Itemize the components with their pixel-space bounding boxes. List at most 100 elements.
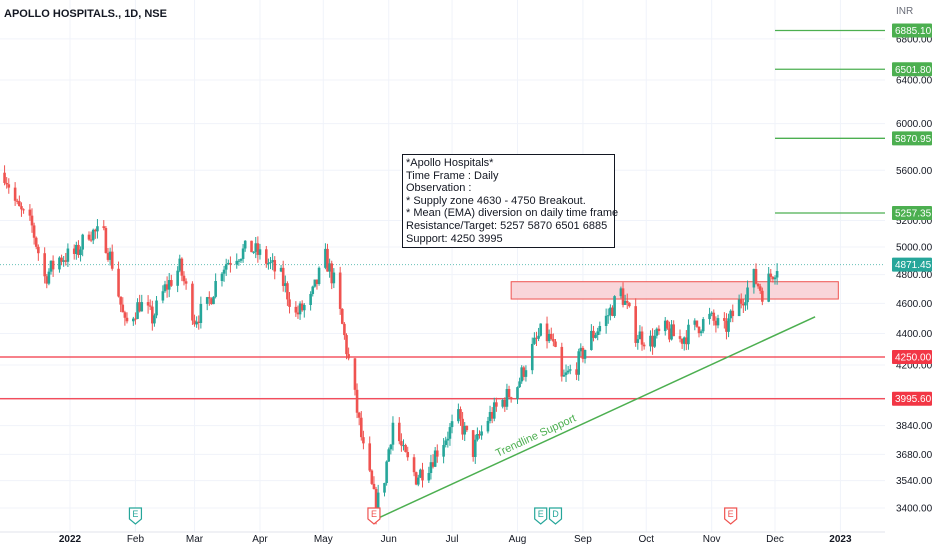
- candle-body: [522, 367, 526, 377]
- candle-body: [530, 343, 534, 371]
- target-tag-bg: [892, 23, 932, 38]
- event-badge: [534, 507, 548, 525]
- x-tick-label: Nov: [703, 534, 721, 545]
- target-tag: 6885.10: [895, 26, 932, 37]
- candle-body: [79, 249, 82, 256]
- candle-body: [227, 262, 230, 265]
- candle-body: [193, 320, 196, 325]
- candle-body: [184, 281, 188, 284]
- candle-body: [604, 315, 608, 326]
- candle-body: [693, 320, 697, 325]
- candle-body: [461, 418, 464, 435]
- chart-title: APOLLO HOSPITALS., 1D, NSE: [4, 8, 167, 20]
- support-tag: 4250.00: [895, 352, 932, 363]
- candle-body: [121, 304, 125, 313]
- support-tag-bg: [892, 349, 932, 364]
- time-axis[interactable]: 2022 Feb Mar Apr May Jun Jul Aug Sep Oct Nov Dec 202…: [0, 531, 885, 545]
- candle-body: [132, 318, 135, 322]
- x-tick-label: Oct: [638, 534, 654, 545]
- candle-body: [442, 444, 445, 457]
- candle-body: [338, 272, 342, 309]
- note-line: Time Frame : Daily: [406, 169, 499, 182]
- candle-body: [237, 260, 241, 262]
- y-tick-label: 6400.00: [896, 75, 932, 86]
- event-marker[interactable]: E: [128, 507, 143, 525]
- candle-body: [104, 228, 108, 253]
- candle-body: [446, 438, 450, 441]
- candle-body: [167, 280, 171, 290]
- event-marker[interactable]: E: [367, 507, 381, 525]
- candle-body: [3, 172, 6, 183]
- candle-body: [372, 483, 376, 490]
- candle-body: [416, 477, 420, 485]
- candle-body: [309, 293, 312, 305]
- candle-body: [273, 260, 277, 272]
- candle-body: [178, 258, 182, 271]
- support-tag: 3995.60: [895, 394, 932, 405]
- note-line: Observation :: [406, 182, 472, 195]
- candle-body: [640, 331, 644, 345]
- x-tick-label: Mar: [186, 534, 204, 545]
- candle-body: [370, 470, 374, 484]
- candle-body: [281, 267, 285, 286]
- candle-body: [324, 248, 327, 268]
- candle-body: [302, 304, 306, 311]
- y-tick-label: 3540.00: [896, 476, 932, 487]
- candle-body: [687, 324, 690, 345]
- candle-body: [642, 344, 646, 347]
- candle-body: [653, 335, 656, 347]
- target-tag: 6501.80: [895, 65, 932, 76]
- candle-body: [737, 299, 741, 317]
- candle-body: [45, 276, 49, 284]
- candle-body: [406, 451, 410, 458]
- candle-body: [699, 331, 703, 334]
- candle-body: [490, 412, 494, 419]
- target-tag: 5870.95: [895, 134, 932, 145]
- candle-body: [592, 330, 595, 338]
- candle-body: [267, 263, 270, 265]
- candle-body: [49, 260, 53, 272]
- candle-body: [258, 249, 262, 255]
- candle-body: [501, 399, 505, 407]
- analysis-note[interactable]: *Apollo Hospitals* Time Frame : Daily Ob…: [402, 154, 618, 249]
- candle-body: [182, 275, 186, 282]
- candle-body: [457, 409, 460, 422]
- event-label: D: [552, 509, 559, 519]
- x-tick-label: Aug: [509, 534, 527, 545]
- price-axis[interactable]: 3400.003540.003680.003840.004000.004200.…: [896, 34, 932, 514]
- candle-body: [18, 201, 21, 207]
- candle-body: [581, 347, 585, 359]
- event-marker[interactable]: E: [724, 507, 738, 525]
- candle-body: [613, 296, 616, 316]
- candle-body: [376, 492, 380, 517]
- candle-body: [34, 237, 38, 247]
- candle-body: [539, 323, 543, 336]
- candle-body: [199, 303, 203, 323]
- candle-body: [516, 387, 519, 399]
- candle-body: [520, 367, 524, 382]
- x-tick-label: Jul: [446, 534, 459, 545]
- event-marker[interactable]: E: [534, 507, 548, 525]
- y-tick-label: 6000.00: [896, 119, 932, 130]
- candle-body: [81, 234, 84, 250]
- candle-body: [330, 263, 334, 284]
- candle-body: [161, 291, 165, 301]
- candle-body: [651, 335, 654, 347]
- candle-body: [598, 325, 602, 332]
- candle-body: [7, 184, 11, 188]
- candle-body: [771, 276, 775, 280]
- candle-body: [619, 288, 623, 297]
- candle-body: [22, 209, 25, 211]
- candle-body: [165, 284, 169, 290]
- candle-body: [220, 273, 224, 282]
- candle-body: [20, 206, 23, 210]
- x-tick-label: 2022: [59, 534, 82, 545]
- y-tick-label: 4600.00: [896, 299, 932, 310]
- candle-body: [391, 422, 395, 445]
- target-tag-bg: [892, 62, 932, 77]
- candle-body: [609, 307, 612, 316]
- y-tick-label: 3680.00: [896, 450, 932, 461]
- event-marker[interactable]: D: [548, 507, 563, 525]
